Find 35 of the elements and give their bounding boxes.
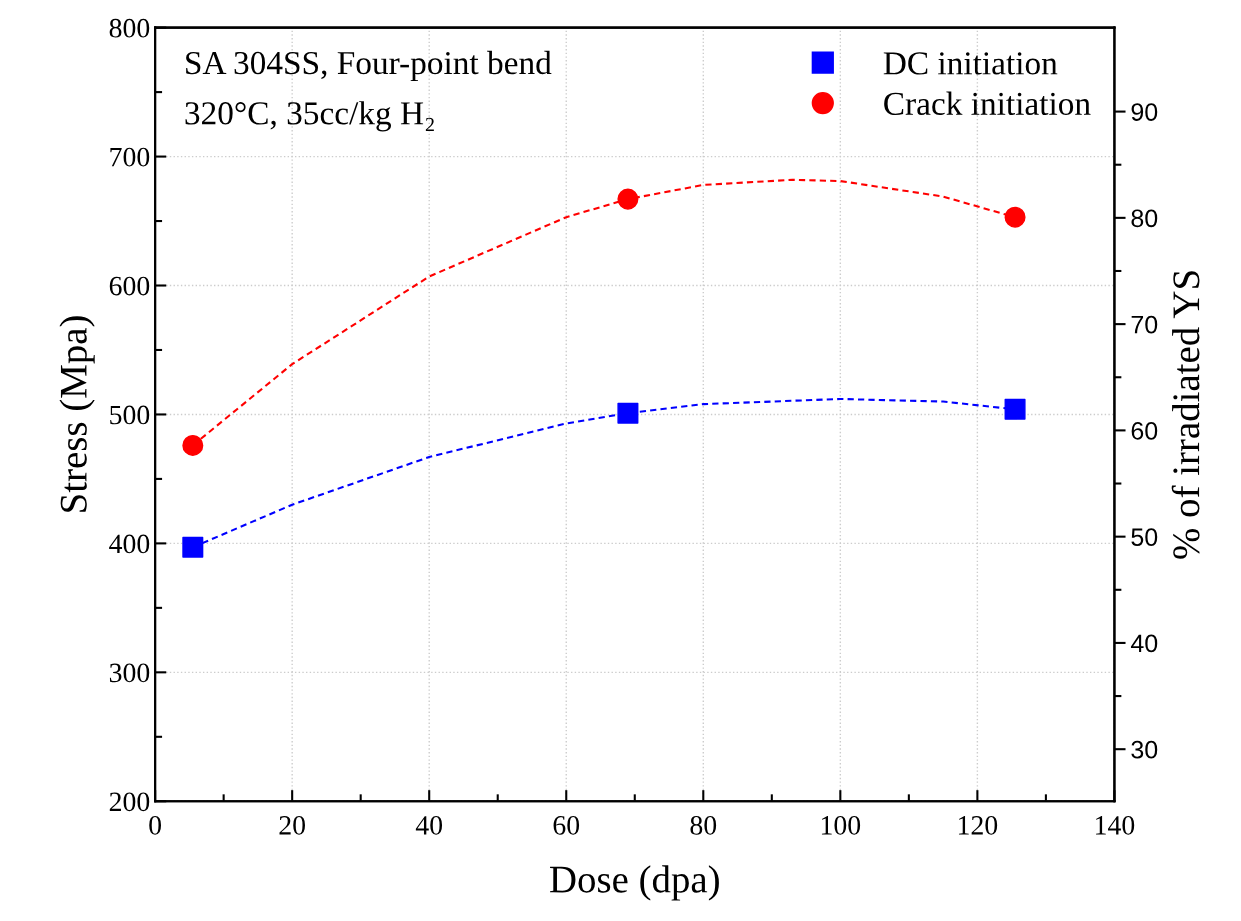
x-tick-label: 140: [1096, 815, 1135, 835]
x-tick-label: 60: [553, 815, 580, 835]
legend-label: DC initiation: [883, 52, 1058, 75]
y-tick-label: 200: [109, 792, 150, 812]
point: [182, 536, 204, 558]
y2-tick-label: 40: [1130, 634, 1158, 653]
y-tick-label: 700: [110, 147, 150, 167]
annotation: SA 304SS, Four-point bend: [186, 50, 552, 82]
annotation: 320°C, 35cc/kg H₂: [185, 101, 434, 132]
y-tick-label: 800: [109, 18, 150, 38]
y2-tick-label: 30: [1131, 740, 1158, 759]
y2-tick-label: 80: [1131, 209, 1158, 228]
x-axis-title: Dose (dpa): [550, 865, 719, 901]
y2-tick-label: 60: [1131, 421, 1158, 440]
legend-label: Crack initiation: [884, 91, 1091, 116]
point: [617, 402, 639, 424]
y-tick-label: 500: [110, 405, 150, 425]
point: [1004, 398, 1026, 420]
x-tick-label: 40: [415, 815, 443, 835]
y-tick-label: 400: [109, 534, 150, 554]
y2-tick-label: 70: [1131, 315, 1158, 334]
y-tick-label: 300: [109, 663, 150, 683]
y2-axis-title: % of irradiated YS: [1171, 271, 1200, 559]
y2-tick-label: 90: [1131, 103, 1158, 121]
y-tick-label: 600: [109, 276, 150, 296]
x-tick-label: 120: [958, 815, 998, 835]
x-tick-label: 80: [690, 815, 717, 835]
x-tick-label: 100: [821, 815, 861, 835]
y2-tick-label: 50: [1131, 528, 1158, 546]
point: [182, 434, 204, 456]
x-tick-label: 20: [279, 815, 305, 835]
point: [617, 188, 639, 210]
y-axis-title: Stress (Mpa): [59, 316, 95, 512]
point: [1004, 206, 1026, 228]
x-tick-label: 0: [149, 815, 162, 835]
